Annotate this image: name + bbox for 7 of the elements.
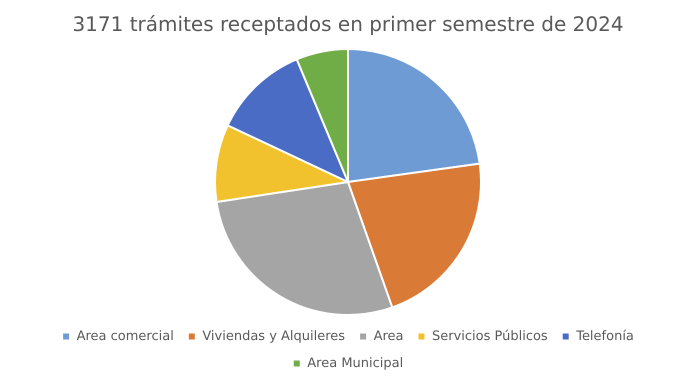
legend-label: Telefonía xyxy=(575,328,634,344)
legend-label: Servicios Públicos xyxy=(432,328,548,344)
legend-label: Area xyxy=(374,328,404,344)
legend-label: Area comercial xyxy=(76,328,174,344)
legend-label: Viviendas y Alquileres xyxy=(202,328,346,344)
chart-title: 3171 trámites receptados en primer semestre de 2024 xyxy=(72,12,624,36)
legend-label: Area Municipal xyxy=(307,356,404,371)
